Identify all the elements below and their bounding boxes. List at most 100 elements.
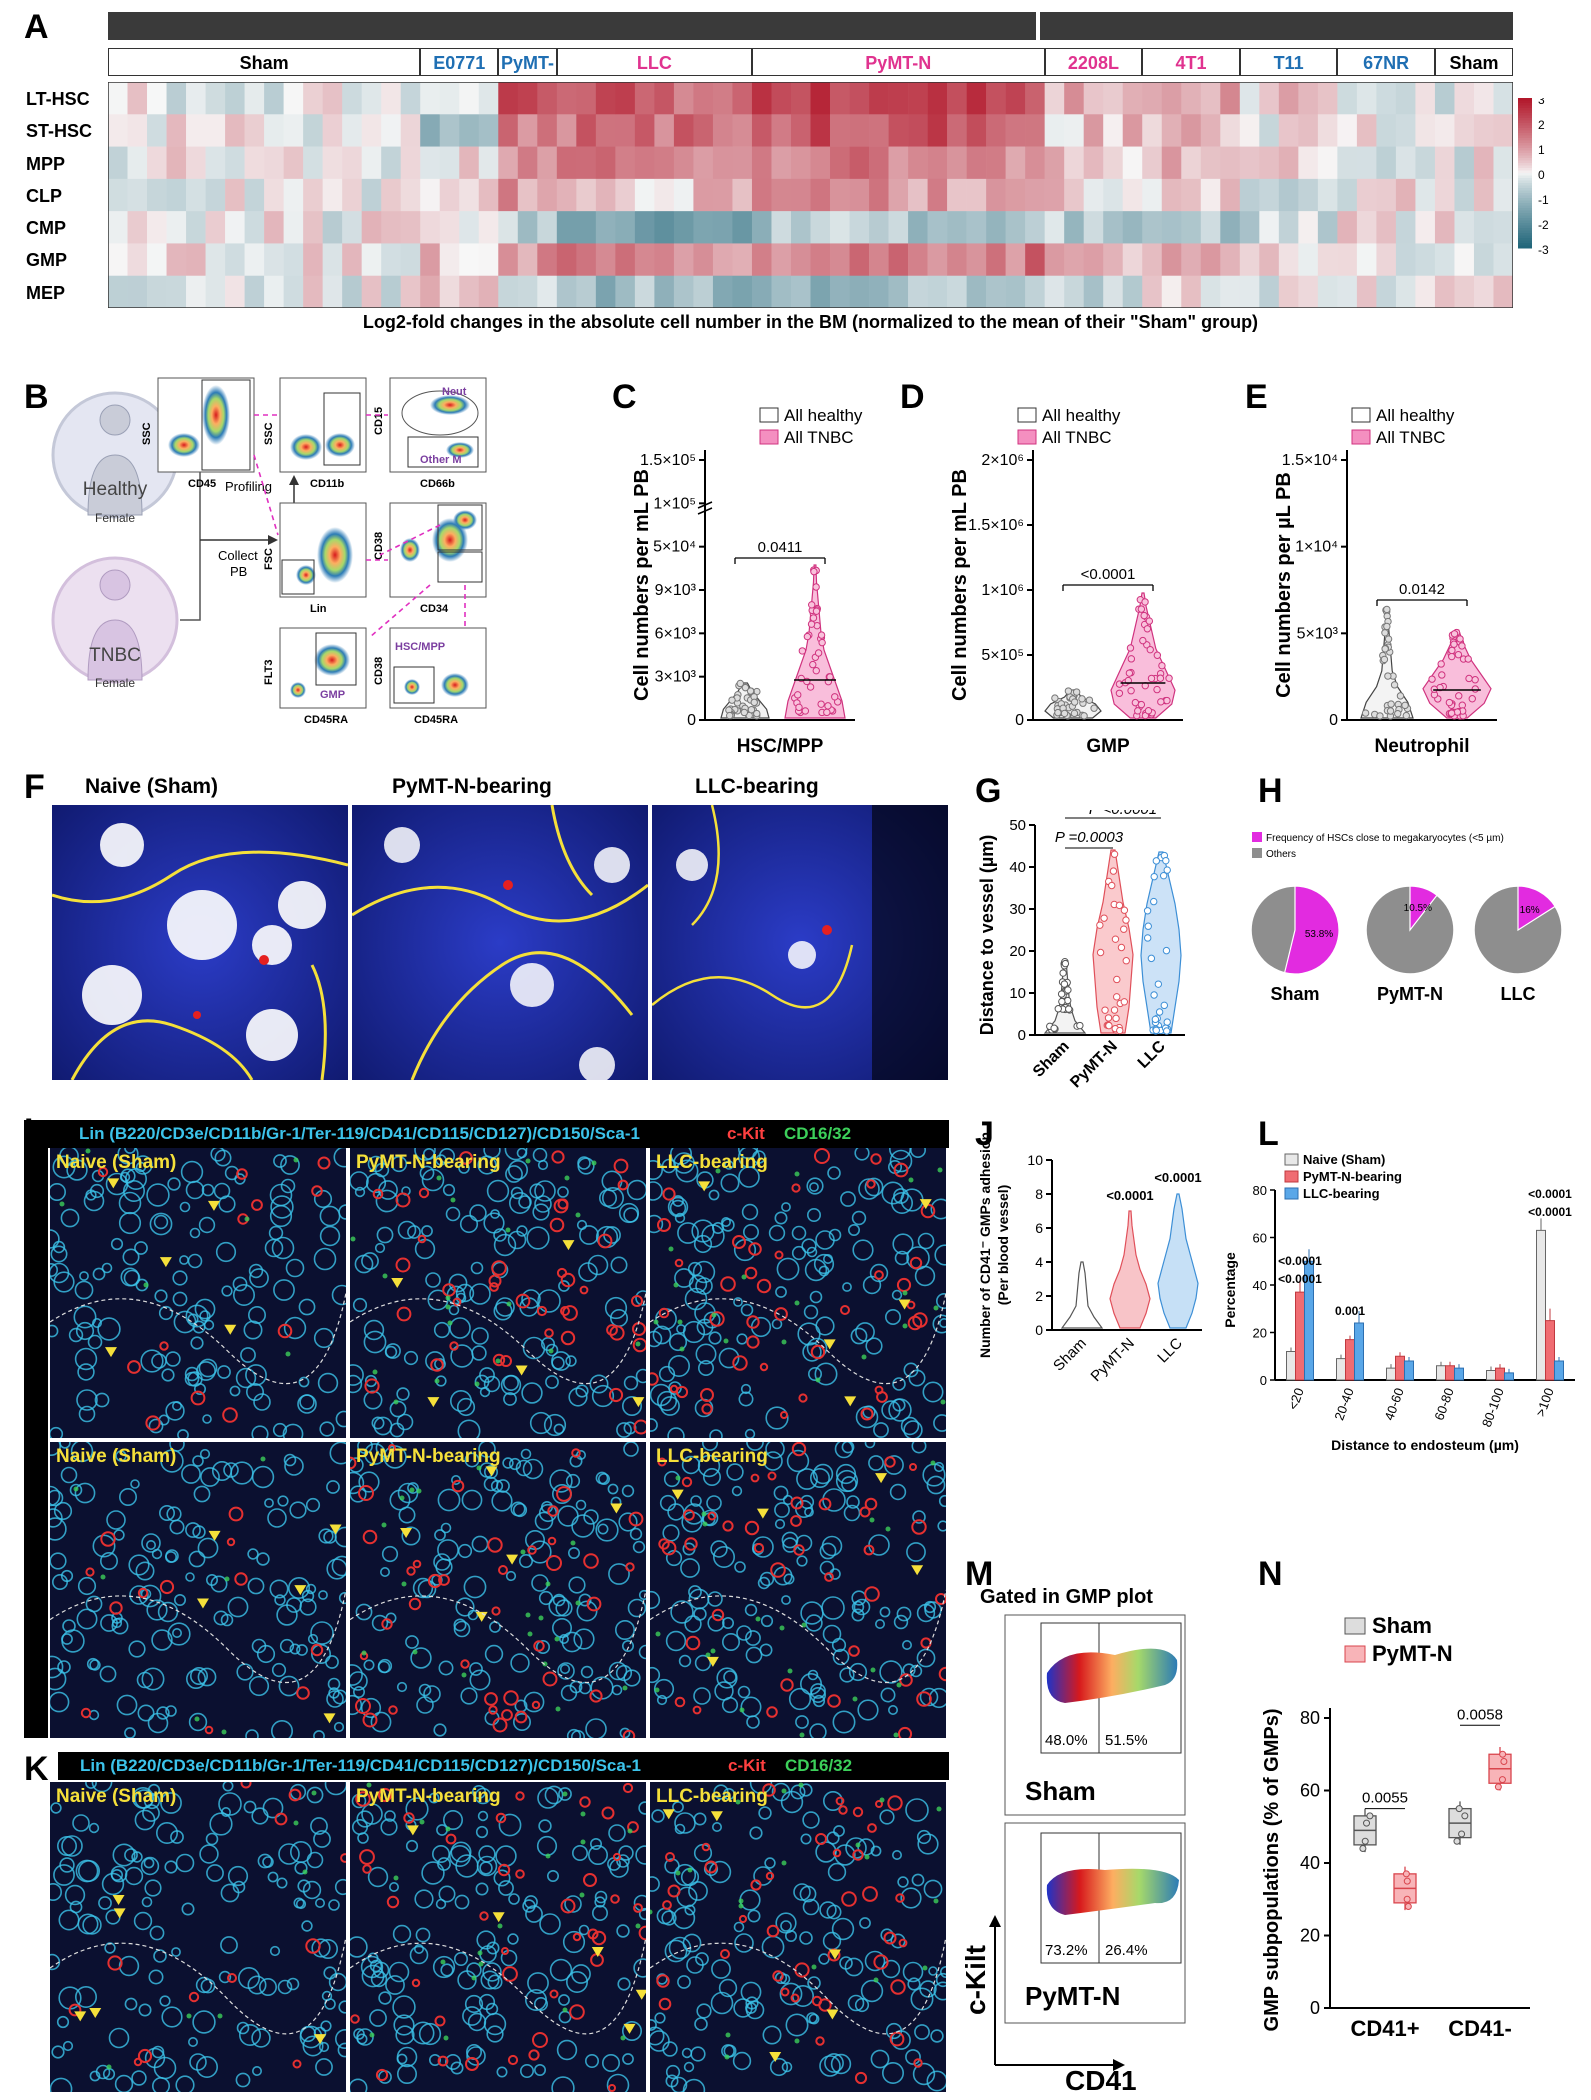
heatmap-cell [322,82,343,115]
heatmap-row-label: MPP [26,153,66,174]
heatmap-cell [771,243,792,277]
heatmap-cell [147,243,167,277]
heatmap-cell [1083,275,1104,308]
flow-gating-schematic: Healthy Female TNBC Female Collect PB Pr… [51,377,487,725]
heatmap-cell [1122,243,1143,277]
heatmap-cell [1376,178,1397,212]
heatmap-cell [147,82,167,115]
colorbar-step [1518,215,1532,219]
heatmap-cell [849,82,870,115]
heatmap-cell [108,114,128,147]
panel-i-side [24,1148,48,1738]
heatmap-cell [166,275,187,308]
data-point [1112,1014,1120,1023]
heatmap-cell [966,178,987,212]
heatmap-cell [1064,146,1084,180]
data-point [1120,998,1129,1006]
data-point [1383,622,1391,631]
heatmap-cell [771,114,792,147]
heatmap-cell [381,211,402,244]
data-point [1381,645,1389,653]
micrograph-i-top: LLC-bearing [650,1148,946,1438]
pvalue-label: <0.0001 [1081,566,1136,583]
heatmap-cell [166,243,187,277]
heatmap-cell [790,146,811,180]
data-point [1366,1812,1374,1820]
heatmap-cell [966,82,987,115]
pie-slice-close [1517,885,1556,932]
colorbar-step [1518,155,1532,159]
heatmap-cell [400,243,421,277]
heatmap-cell [108,82,128,115]
heatmap-cell [478,114,499,147]
heatmap-cell [283,82,304,115]
colorbar-step [1518,118,1532,121]
data-point [747,706,756,714]
y-tick-label: 1.5×10⁴ [1282,452,1338,469]
heatmap-cell [1337,211,1358,244]
legend-swatch-healthy [1351,407,1371,423]
heatmap-cell [1025,275,1045,308]
panel-label-n: N [1258,1555,1283,1593]
heatmap-cell [459,178,480,212]
data-point [1111,935,1120,943]
heatmap-cell [303,243,323,277]
heatmap-cell [537,178,558,212]
data-point [1050,1024,1058,1032]
heatmap-cell [381,82,402,115]
heatmap-cell [1025,114,1045,147]
profiling-label: Profiling [225,479,272,494]
svg-text:CD38: CD38 [373,657,385,685]
panel-i-stain: Lin (B220/CD3e/CD11b/Gr-1/Ter-119/CD41/C… [79,1124,640,1143]
heatmap-cell [654,243,675,277]
data-point [1461,1812,1469,1820]
heatmap-cell [1376,243,1397,277]
data-point [1454,650,1463,659]
heatmap-cell [1220,178,1241,212]
panel-k-header: Lin (B220/CD3e/CD11b/Gr-1/Ter-119/CD41/C… [58,1752,949,1780]
data-point [1155,1008,1164,1016]
colorbar-step [1518,120,1532,124]
heatmap-cell [790,211,811,244]
chart-j: 0 2 4 6 8 10 Number of CD41⁻ GMPs adhesion (Per… [977,1132,1202,1385]
heatmap-cell [1395,275,1416,308]
data-point [1380,655,1389,664]
heatmap-cell [244,114,265,147]
data-point [794,691,802,699]
data-point [736,679,744,688]
y-tick-label: 40 [1300,1853,1320,1873]
heatmap-cell [615,211,636,244]
heatmap-cell [869,243,889,277]
heatmap-cell [1005,82,1026,115]
colorbar-step [1518,213,1532,216]
data-point [1147,954,1156,963]
data-point [1162,1027,1171,1035]
heatmap-cell [888,178,909,212]
heatmap-cell [1317,146,1338,180]
data-point [1455,1805,1463,1813]
data-point [795,703,803,712]
heatmap-cell [1103,82,1124,115]
bar [1336,1358,1346,1381]
heatmap-cell [1200,114,1221,147]
y-axis-label: Cell numbers per µL PB [1273,472,1295,698]
data-point [1361,709,1370,717]
heatmap-cell [1083,211,1104,244]
bar [1345,1339,1355,1381]
data-point [1113,993,1121,1001]
heatmap-cell [732,114,753,147]
y-tick-label: 8 [1035,1186,1043,1202]
panel-label-k: K [24,1750,49,1788]
colorbar-step [1518,100,1532,104]
heatmap-cell [1298,275,1319,308]
y-tick-label: 2 [1035,1288,1043,1304]
y-tick-label: 10 [1027,1152,1043,1168]
heatmap-cell [1356,243,1377,277]
heatmap-cell [400,211,421,244]
heatmap-cell [888,82,909,115]
heatmap-cell [1239,243,1260,277]
heatmap-cell [186,178,206,212]
bar [1295,1291,1305,1381]
x-tick-label: 40-60 [1381,1386,1406,1422]
heatmap-row-label: GMP [26,250,68,271]
